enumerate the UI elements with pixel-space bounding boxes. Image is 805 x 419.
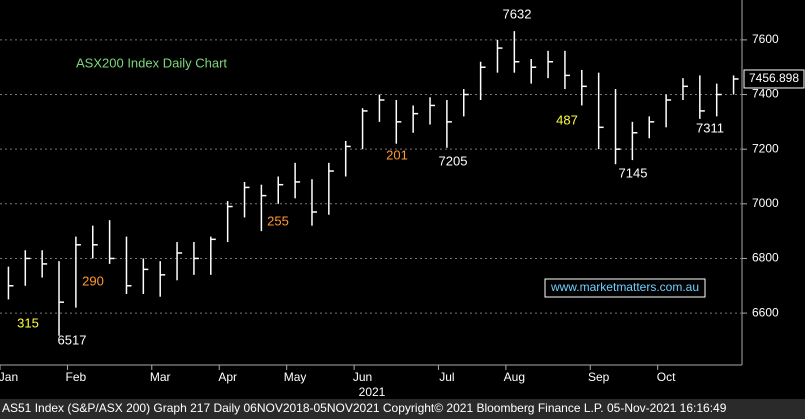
chart-title: ASX200 Index Daily Chart (76, 55, 227, 70)
x-tick-label: Jul (439, 370, 454, 384)
watermark-box (544, 278, 706, 298)
last-price-box (743, 69, 805, 89)
last-price-label: 7456.898 (749, 71, 799, 85)
y-tick-label: 6600 (752, 305, 779, 319)
annotation: 7145 (619, 165, 648, 180)
watermark: www.marketmatters.com.au (550, 280, 699, 294)
x-tick-label: Feb (66, 370, 87, 384)
annotation: 315 (17, 315, 39, 330)
annotation: 255 (267, 213, 289, 228)
year-label: 2021 (359, 385, 386, 399)
x-tick-label: Mar (150, 370, 171, 384)
x-tick-label: Oct (657, 370, 676, 384)
x-tick-label: Aug (504, 370, 525, 384)
x-tick-label: Jun (353, 370, 372, 384)
y-tick-label: 7000 (752, 196, 779, 210)
y-tick-label: 7200 (752, 141, 779, 155)
x-tick-label: May (284, 370, 307, 384)
y-tick-label: 7600 (752, 32, 779, 46)
annotation: 290 (82, 273, 104, 288)
x-tick-label: Apr (218, 370, 237, 384)
footer: AS51 Index (S&P/ASX 200) Graph 217 Daily… (2, 401, 727, 415)
annotation: 6517 (58, 332, 87, 347)
annotation: 201 (386, 147, 408, 162)
y-tick-label: 7400 (752, 87, 779, 101)
x-tick-label: Sep (588, 370, 610, 384)
annotation: 7632 (503, 6, 532, 21)
x-tick-label: Jan (0, 370, 18, 384)
annotation: 7205 (439, 153, 468, 168)
annotation: 7311 (696, 120, 724, 135)
footer-band (0, 399, 805, 419)
annotation: 487 (556, 112, 578, 127)
y-tick-label: 6800 (752, 251, 779, 265)
